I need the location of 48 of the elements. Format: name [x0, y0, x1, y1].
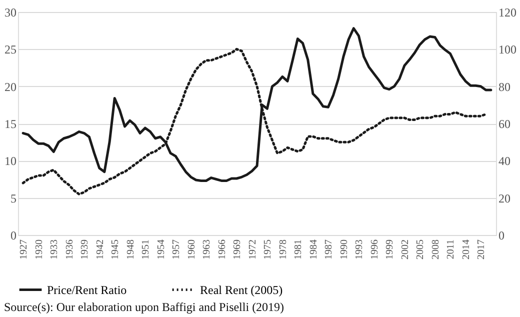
x-tick-label: 1930: [34, 240, 45, 260]
y-tick-label: 25: [4, 42, 16, 57]
y-tick-label: 0: [10, 228, 16, 242]
x-tick-label: 1942: [94, 240, 106, 260]
x-tick-label: 1981: [293, 240, 304, 260]
x-tick-label: 2002: [400, 240, 411, 260]
y2-tick-label: 100: [498, 42, 516, 57]
x-tick-label: 1987: [324, 240, 335, 260]
y2-tick-label: 120: [498, 6, 516, 20]
x-tick-label: 1948: [125, 240, 136, 260]
y2-tick-label: 40: [498, 154, 510, 168]
source-note: Source(s): Our elaboration upon Baffigi and Piselli (2019): [4, 300, 284, 314]
x-tick-label: 1936: [64, 240, 76, 260]
x-tick-label: 1933: [49, 240, 60, 260]
x-tick-label: 2008: [430, 240, 442, 260]
legend-label: Price/Rent Ratio: [47, 282, 127, 297]
x-tick-label: 1978: [278, 240, 289, 260]
y2-tick-label: 0: [498, 228, 504, 242]
x-tick-label: 1960: [186, 240, 198, 260]
x-tick-label: 1963: [202, 240, 213, 260]
x-tick-label: 2011: [446, 240, 457, 260]
y-tick-label: 20: [4, 80, 16, 94]
x-tick-label: 1954: [156, 240, 167, 260]
y2-tick-label: 80: [498, 80, 510, 94]
x-tick-label: 1927: [18, 240, 30, 260]
x-tick-label: 1993: [354, 240, 366, 260]
x-tick-label: 1990: [338, 240, 350, 260]
y-tick-label: 30: [4, 6, 16, 20]
x-tick-label: 1999: [384, 240, 396, 260]
x-tick-label: 1966: [216, 240, 228, 260]
y-tick-label: 15: [4, 117, 16, 131]
x-tick-label: 1996: [369, 240, 380, 260]
x-tick-label: 2005: [415, 240, 426, 260]
x-tick-label: 1945: [110, 240, 122, 260]
x-tick-label: 1969: [232, 240, 244, 260]
y-tick-label: 5: [10, 191, 16, 206]
y2-tick-label: 20: [498, 191, 510, 206]
x-tick-label: 1939: [80, 240, 91, 260]
x-tick-label: 2014: [460, 240, 472, 260]
x-tick-label: 1972: [247, 240, 258, 260]
x-tick-label: 1984: [308, 240, 320, 260]
legend-label: Real Rent (2005): [200, 282, 283, 297]
x-tick-label: 1975: [262, 240, 274, 260]
y2-tick-label: 60: [498, 117, 510, 131]
x-tick-label: 1951: [140, 240, 152, 260]
x-tick-label: 2017: [476, 240, 488, 260]
y-tick-label: 10: [4, 154, 16, 168]
x-tick-label: 1957: [171, 240, 182, 260]
